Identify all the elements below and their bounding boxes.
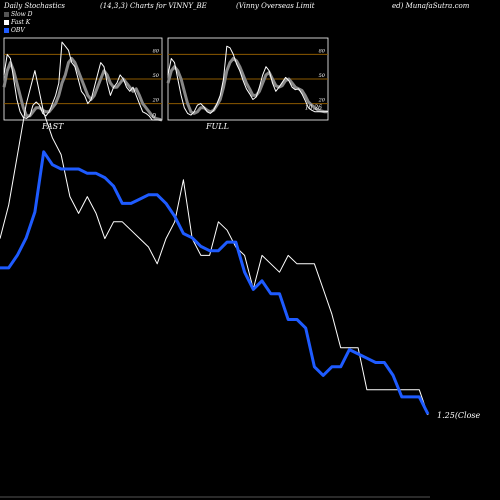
fast-level-label: 50: [153, 73, 160, 79]
fast-slow-d-line: [2, 57, 163, 122]
fast-fast-k-line: [3, 41, 162, 121]
legend-label: Fast K: [11, 19, 31, 26]
legend-label: Slow D: [11, 11, 33, 18]
fast-level-label: 80: [153, 48, 160, 54]
fast-panel-label: FAST: [41, 122, 64, 131]
obv-line: [0, 150, 430, 415]
full-panel-label: FULL: [205, 122, 229, 131]
header-title: Daily Stochastics: [4, 2, 66, 10]
full-level-label: 20: [318, 98, 326, 104]
header-params: (14,3,3) Charts for VINNY_BE: [100, 2, 207, 10]
full-level-label: 80: [319, 48, 326, 54]
legend-swatch: [4, 12, 9, 17]
legend-fast-k: Fast K: [4, 19, 30, 26]
legend-slow-d: Slow D: [4, 11, 33, 18]
legend-label: OBV: [11, 27, 25, 34]
full-value-label: 10.26: [305, 105, 322, 112]
fast-level-label: 20: [152, 98, 160, 104]
legend-obv: OBV: [4, 27, 25, 34]
legend-swatch: [4, 28, 9, 33]
full-slow-d-line: [166, 57, 328, 115]
close-price-label: 1.25(Close: [437, 411, 481, 420]
header-company: (Vinny Overseas Limit: [236, 2, 315, 10]
fast-value-label: 0: [152, 113, 156, 120]
legend-swatch: [4, 20, 9, 25]
price-line: [0, 70, 429, 416]
full-fast-k-line: [167, 45, 329, 116]
header-site: ed) MunafaSutra.com: [392, 2, 470, 10]
full-level-label: 50: [319, 73, 326, 79]
